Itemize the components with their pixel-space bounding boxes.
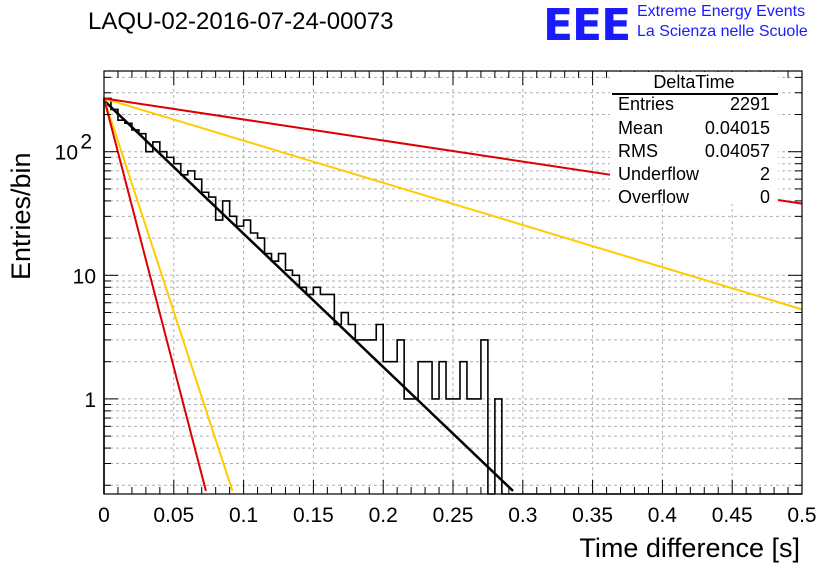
stats-rms-value: 0.04057 bbox=[704, 141, 770, 161]
y-axis-label: Entries/bin bbox=[6, 152, 36, 280]
y-tick-label: 1 bbox=[84, 389, 96, 412]
brand-subtitle: La Scienza nelle Scuole bbox=[637, 23, 808, 40]
x-tick-label: 0.1 bbox=[229, 504, 258, 527]
brand-name: Extreme Energy Events bbox=[637, 3, 806, 20]
fit-line-1 bbox=[103, 97, 803, 311]
x-tick-label: 0.15 bbox=[293, 504, 334, 527]
y-tick-exponent: 2 bbox=[80, 131, 92, 154]
stats-box: DeltaTime Entries 2291 Mean 0.04015 RMS … bbox=[610, 72, 778, 207]
plot-frame bbox=[103, 70, 803, 495]
stats-title: DeltaTime bbox=[653, 72, 735, 92]
y-tick-label: 10 bbox=[55, 142, 78, 165]
x-tick-label: 0.5 bbox=[787, 504, 816, 527]
x-axis-label: Time difference [s] bbox=[579, 533, 800, 563]
tick-labels: 0 0.05 0.1 0.15 0.2 0.25 0.3 0.35 0.4 0.45 0.5 1 10 1… bbox=[55, 131, 817, 527]
fit-line-2 bbox=[103, 98, 234, 492]
x-tick-label: 0.35 bbox=[572, 504, 613, 527]
stats-overflow-value: 0 bbox=[759, 187, 770, 207]
run-title: LAQU-02-2016-07-24-00073 bbox=[88, 8, 394, 35]
fit-line-0 bbox=[103, 99, 514, 492]
stats-entries-label: Entries bbox=[618, 94, 675, 114]
x-tick-label: 0.45 bbox=[712, 504, 753, 527]
x-tick-label: 0.3 bbox=[508, 504, 537, 527]
stats-mean-value: 0.04015 bbox=[704, 118, 770, 138]
axes bbox=[103, 70, 803, 495]
x-tick-label: 0.2 bbox=[369, 504, 398, 527]
x-tick-label: 0.05 bbox=[153, 504, 194, 527]
stats-overflow-label: Overflow bbox=[618, 187, 690, 207]
fit-line-4 bbox=[103, 98, 207, 492]
stats-mean-label: Mean bbox=[618, 118, 664, 138]
stats-underflow-value: 2 bbox=[759, 164, 770, 184]
stats-entries-value: 2291 bbox=[729, 94, 770, 114]
x-tick-label: 0.25 bbox=[433, 504, 474, 527]
stats-underflow-label: Underflow bbox=[618, 164, 700, 184]
x-tick-label: 0 bbox=[98, 504, 110, 527]
fit-lines bbox=[103, 97, 803, 492]
eee-logo: EEE bbox=[543, 0, 631, 51]
stats-rms-label: RMS bbox=[618, 141, 658, 161]
stats-divider bbox=[612, 93, 778, 95]
y-tick-label: 10 bbox=[73, 265, 96, 288]
x-tick-label: 0.4 bbox=[648, 504, 678, 527]
